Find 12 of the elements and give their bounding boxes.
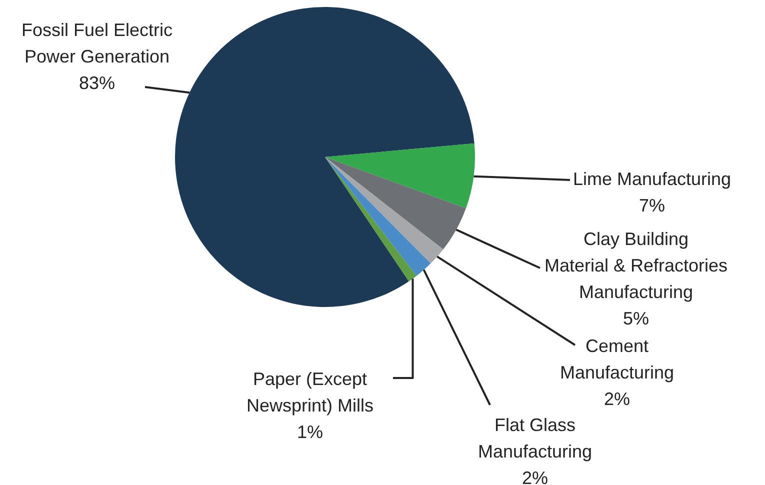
- slice-label: Fossil Fuel Electric Power Generation: [21, 20, 173, 66]
- slice-label: Cement Manufacturing: [560, 336, 674, 382]
- slice-label: Paper (Except Newsprint) Mills: [246, 368, 374, 416]
- data-label: 2%: [522, 468, 548, 485]
- slice-label: Clay Building Material & Refractories Manufacturing: [544, 228, 728, 302]
- data-label: 2%: [604, 388, 630, 409]
- data-label: 1%: [296, 422, 324, 442]
- data-label: 83%: [78, 72, 116, 93]
- data-label: 5%: [622, 308, 650, 328]
- data-label: 7%: [638, 195, 666, 216]
- slice-label: Lime Manufacturing: [572, 168, 732, 189]
- slice-label: Flat Glass Manufacturing: [478, 414, 592, 462]
